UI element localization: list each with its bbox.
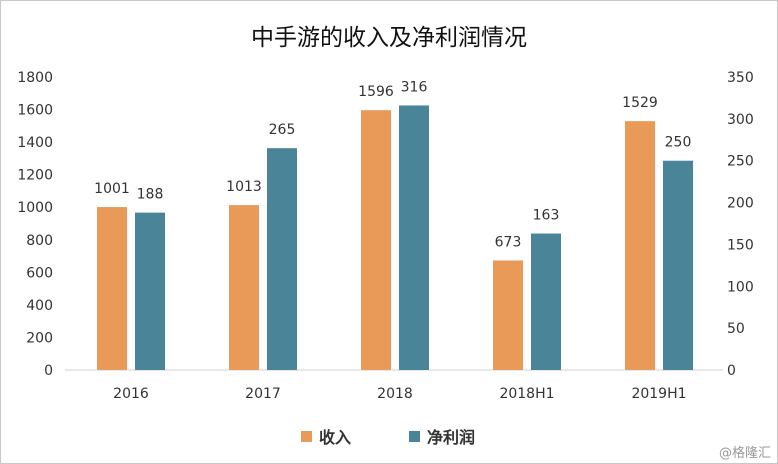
x-tick-label: 2018 bbox=[377, 386, 413, 402]
y-right-tick-label: 50 bbox=[727, 321, 745, 337]
data-label: 1013 bbox=[226, 179, 262, 195]
y-right-tick-label: 250 bbox=[727, 154, 754, 170]
y-left-tick-label: 1000 bbox=[17, 200, 53, 216]
data-label: 188 bbox=[137, 187, 164, 203]
bar-net-profit bbox=[531, 233, 561, 370]
y-right-tick-label: 150 bbox=[727, 237, 754, 253]
legend-swatch-net-profit bbox=[409, 431, 420, 442]
y-right-tick-label: 0 bbox=[727, 363, 736, 379]
y-left-tick-label: 0 bbox=[44, 363, 53, 379]
x-tick-label: 2018H1 bbox=[499, 386, 554, 402]
y-left-tick-label: 1200 bbox=[17, 168, 53, 184]
bar-net-profit bbox=[663, 160, 693, 370]
bar-net-profit bbox=[267, 148, 297, 370]
data-label: 250 bbox=[665, 135, 692, 151]
y-left-tick-label: 200 bbox=[26, 330, 53, 346]
y-left-tick-label: 400 bbox=[26, 298, 53, 314]
y-left-tick-label: 800 bbox=[26, 233, 53, 249]
bar-revenue bbox=[97, 207, 127, 370]
bar-net-profit bbox=[135, 212, 165, 370]
bar-revenue bbox=[229, 205, 259, 370]
legend-label: 净利润 bbox=[427, 428, 475, 447]
y-left-tick-label: 600 bbox=[26, 265, 53, 281]
y-right-tick-label: 300 bbox=[727, 112, 754, 128]
x-tick-label: 2017 bbox=[245, 386, 281, 402]
data-label: 1529 bbox=[622, 95, 658, 111]
bar-revenue bbox=[493, 260, 523, 370]
y-left-tick-label: 1800 bbox=[17, 70, 53, 86]
chart-title: 中手游的收入及净利润情况 bbox=[251, 25, 527, 51]
watermark: @格隆汇 bbox=[719, 445, 771, 461]
data-label: 265 bbox=[269, 122, 296, 138]
data-label: 1596 bbox=[358, 84, 394, 100]
y-right-tick-label: 100 bbox=[727, 279, 754, 295]
legend-label: 收入 bbox=[319, 428, 351, 447]
y-left-tick-label: 1600 bbox=[17, 103, 53, 119]
data-label: 316 bbox=[401, 79, 428, 95]
y-right-tick-label: 200 bbox=[727, 196, 754, 212]
bar-revenue bbox=[625, 121, 655, 370]
y-left-tick-label: 1400 bbox=[17, 135, 53, 151]
x-tick-label: 2019H1 bbox=[631, 386, 686, 402]
data-label: 673 bbox=[495, 234, 522, 250]
bar-revenue bbox=[361, 110, 391, 370]
x-tick-label: 2016 bbox=[113, 386, 149, 402]
legend-swatch-revenue bbox=[301, 431, 312, 442]
data-label: 1001 bbox=[94, 181, 130, 197]
bar-net-profit bbox=[399, 105, 429, 370]
y-right-tick-label: 350 bbox=[727, 70, 754, 86]
data-label: 163 bbox=[533, 208, 560, 224]
